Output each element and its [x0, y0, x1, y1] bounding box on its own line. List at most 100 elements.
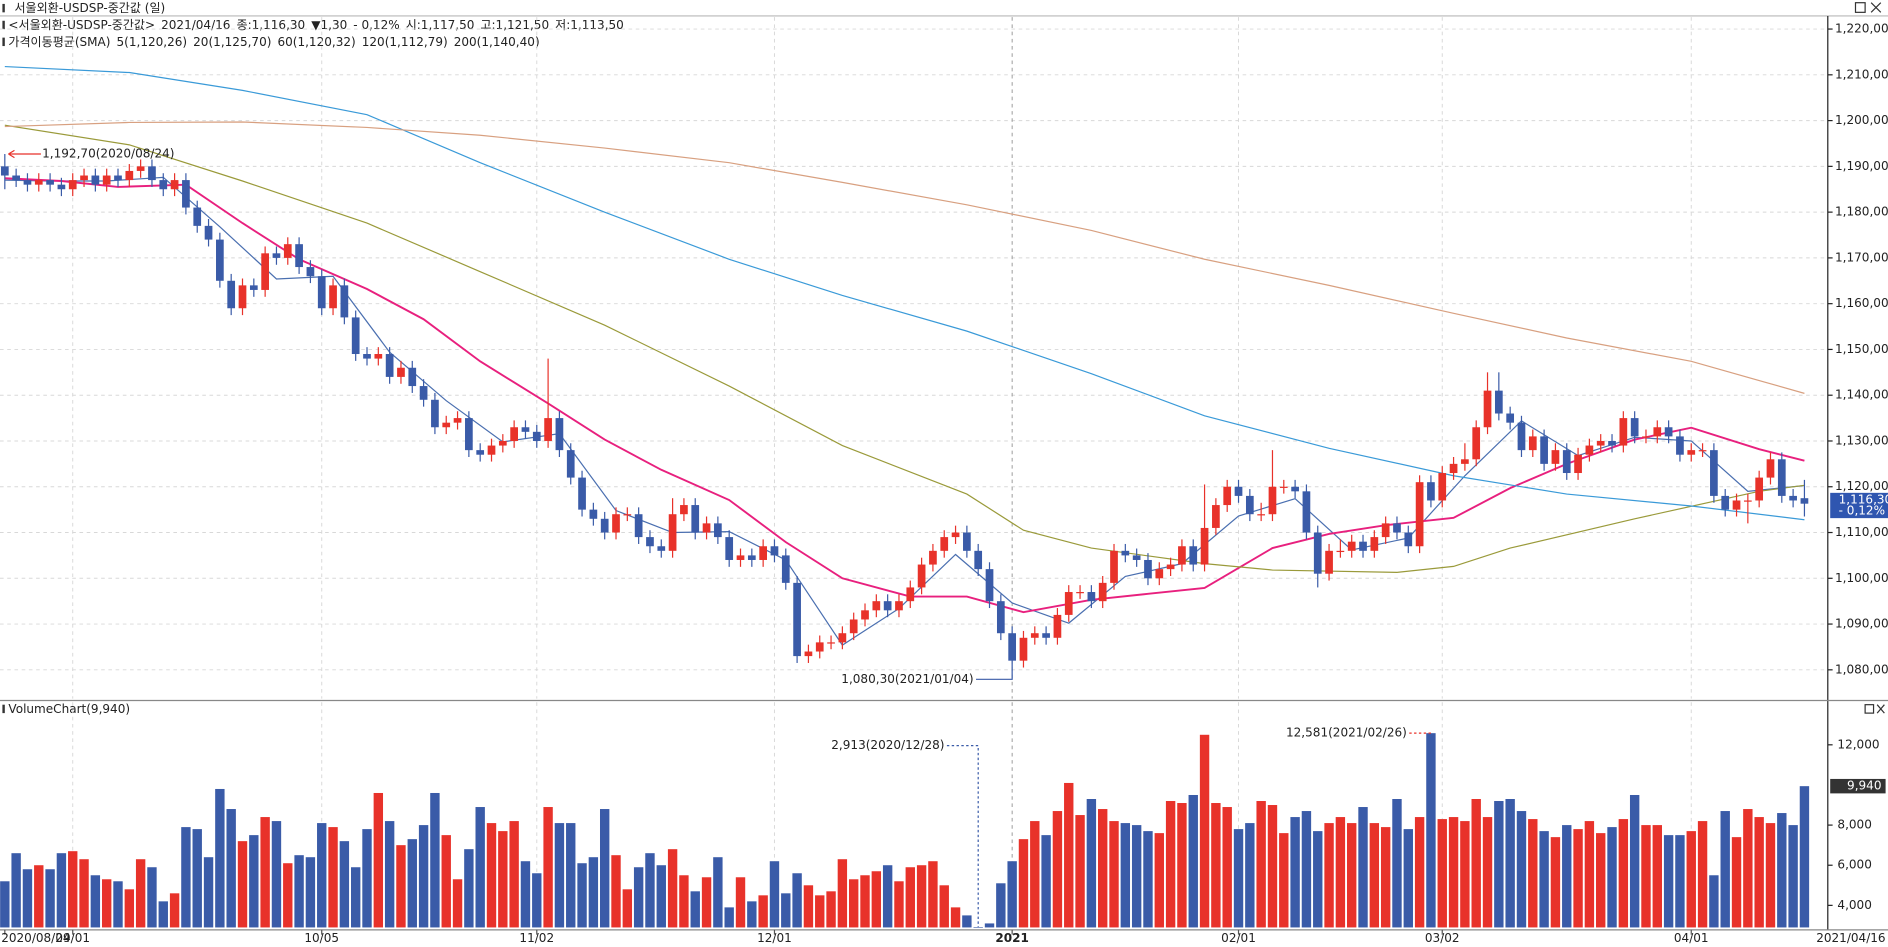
close-button[interactable] — [1870, 2, 1882, 13]
volume-bar — [701, 877, 712, 928]
candle-body — [623, 514, 632, 516]
annotation-arrow — [8, 149, 41, 159]
candle-body — [1653, 427, 1662, 437]
volume-bar — [758, 895, 768, 928]
volume-bar — [973, 927, 983, 928]
candle-body — [136, 166, 145, 171]
candle-body — [578, 477, 586, 510]
last-change-label: - 0,12% — [1839, 503, 1885, 517]
y-tick-label: 12,000 — [1837, 737, 1879, 751]
volume-bar — [1086, 799, 1097, 928]
candle-body — [1030, 633, 1039, 638]
candle-body — [1777, 459, 1786, 496]
volume-bar — [905, 867, 915, 928]
volume-bar — [735, 877, 746, 928]
candle-body — [1087, 592, 1096, 602]
volume-bar — [203, 857, 214, 928]
candle-body — [216, 239, 224, 281]
y-tick-label: 4,000 — [1837, 898, 1871, 912]
candle-body — [1370, 537, 1379, 551]
x-tick-label: 11/02 — [519, 931, 554, 945]
volume-bar — [781, 893, 791, 928]
volume-bar — [1720, 811, 1730, 928]
candle-body — [1393, 523, 1401, 533]
candle-body — [182, 180, 190, 208]
x-tick-label: 2021 — [995, 931, 1029, 945]
candle-body — [1755, 477, 1764, 501]
info-item: 저:1,113,50 — [555, 18, 624, 32]
candle-body — [419, 386, 428, 400]
volume-bar — [68, 851, 78, 928]
candle-body — [295, 244, 303, 268]
legend-entry: 5(1,120,26) — [117, 35, 188, 49]
volume-bar — [713, 857, 723, 928]
volume-bar — [1788, 825, 1798, 928]
volume-bar — [1098, 809, 1108, 928]
candle-body — [1155, 569, 1164, 579]
volume-bar — [226, 809, 236, 928]
volume-close-button[interactable] — [1876, 704, 1885, 714]
volume-bar — [509, 821, 519, 928]
volume-bar — [882, 865, 893, 928]
volume-bar — [339, 841, 350, 928]
volume-bar — [192, 829, 202, 928]
last-volume-tag — [1830, 778, 1886, 794]
candle-body — [1189, 546, 1198, 565]
volume-bar — [622, 889, 633, 928]
candle-body — [431, 399, 439, 428]
volume-bar — [520, 861, 531, 928]
volume-bar — [1743, 809, 1753, 928]
candle-body — [272, 253, 281, 258]
candle-body — [1619, 418, 1628, 446]
volume-bar — [633, 867, 644, 928]
volume-bar — [1562, 825, 1572, 928]
volume-bar — [1641, 825, 1651, 928]
volume-bar — [169, 893, 180, 928]
volume-bar — [1675, 835, 1685, 928]
candle-body — [1257, 514, 1266, 516]
volume-maximize-button[interactable] — [1864, 704, 1875, 714]
volume-bar — [1426, 733, 1436, 928]
volume-bar — [928, 861, 938, 928]
volume-title: VolumeChart(9,940) — [8, 702, 130, 716]
volume-bar — [532, 873, 542, 928]
candle-body — [1698, 450, 1707, 452]
volume-bar — [1607, 827, 1617, 928]
volume-bar — [384, 821, 395, 928]
y-tick-label: 1,090,00 — [1835, 617, 1888, 631]
volume-bar — [611, 855, 621, 928]
candle-body — [487, 445, 496, 455]
candle-body — [906, 587, 915, 602]
candle-body — [1528, 436, 1537, 451]
candle-body — [442, 422, 451, 428]
candle-body — [1121, 550, 1130, 556]
volume-bar — [1596, 833, 1606, 928]
volume-bar — [724, 907, 734, 928]
annotation: 1,080,30(2021/01/04) — [841, 672, 973, 686]
volume-bar — [1380, 827, 1391, 928]
candle-body — [125, 170, 134, 181]
maximize-button[interactable] — [1854, 2, 1866, 13]
volume-bar — [452, 879, 463, 928]
legend-entry: 20(1,125,70) — [193, 35, 271, 49]
volume-bar — [441, 835, 451, 928]
volume-bar — [1188, 794, 1198, 928]
candle-body — [1630, 418, 1639, 437]
title-marker — [2, 3, 5, 13]
volume-bar — [577, 863, 587, 928]
volume-bar — [464, 849, 474, 928]
last-price-label: 1,116,30 — [1839, 493, 1888, 507]
candle-body — [996, 601, 1005, 634]
volume-bar — [1686, 831, 1696, 928]
legend-entry: 120(1,112,79) — [362, 35, 448, 49]
candle-body — [827, 642, 835, 644]
annotation-leader — [976, 668, 1013, 680]
candle-body — [0, 166, 9, 176]
volume-bar — [45, 869, 55, 928]
volume-bar — [1154, 833, 1164, 928]
candle-body — [1076, 592, 1084, 594]
volume-bar — [362, 829, 372, 928]
candle-body — [1313, 532, 1322, 574]
candle-body — [204, 225, 213, 240]
